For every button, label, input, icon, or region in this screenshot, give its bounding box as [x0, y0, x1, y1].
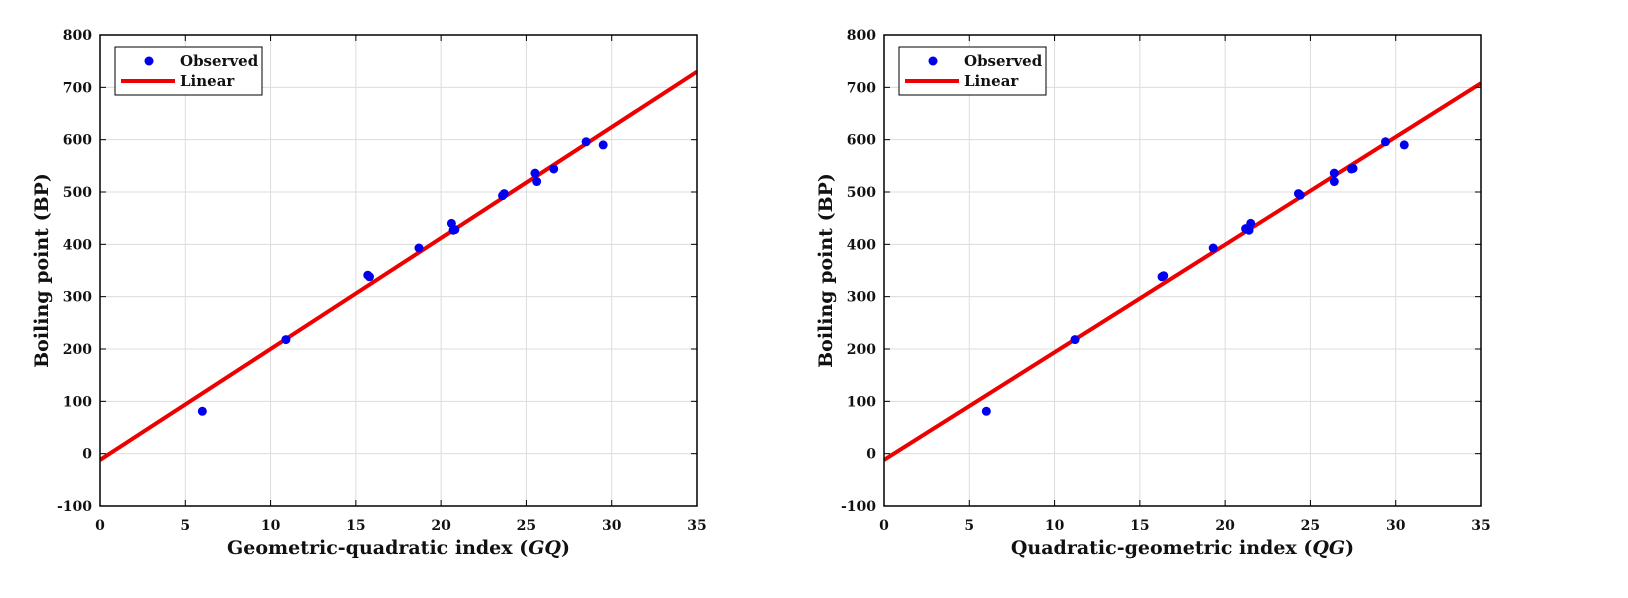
observed-point: [532, 177, 542, 187]
x-tick-label: 30: [1386, 518, 1406, 534]
observed-point: [1348, 163, 1358, 173]
observed-point: [1399, 140, 1409, 150]
linear-fit-line: [100, 69, 697, 462]
x-ticks-right: 0 5 10 15 20 25 30 35: [879, 35, 1491, 534]
legend-left: Observed Linear: [114, 46, 263, 96]
y-tick-label: 600: [63, 133, 92, 149]
observed-point: [1380, 137, 1390, 147]
points-right: [981, 137, 1409, 416]
x-tick-label: 20: [431, 518, 451, 534]
y-tick-label: 200: [63, 342, 92, 358]
y-tick-label: 400: [847, 237, 876, 253]
x-tick-label: 35: [1471, 518, 1490, 534]
y-ticks-right: -100 0 100 200 300 400 500 600 700 800: [841, 28, 1481, 515]
y-tick-label: 200: [847, 342, 876, 358]
fit-line-right: [884, 81, 1481, 462]
x-tick-label: 5: [180, 518, 190, 534]
y-axis-label-left: Boiling point (BP): [31, 173, 53, 368]
x-tick-label: 25: [517, 518, 536, 534]
fit-line-left: [100, 69, 697, 462]
legend-box-left: [114, 46, 263, 96]
observed-point: [530, 168, 540, 178]
y-tick-label: 600: [847, 133, 876, 149]
observed-point: [281, 335, 291, 345]
y-tick-label: 800: [847, 28, 876, 44]
observed-point: [1246, 218, 1256, 228]
observed-point: [581, 137, 591, 147]
legend-box-right: [898, 46, 1047, 96]
observed-point: [414, 243, 424, 253]
y-tick-label: 0: [866, 447, 876, 463]
legend-marker-observed-left: [144, 56, 154, 66]
legend-marker-observed-right: [928, 56, 938, 66]
x-tick-label: 30: [602, 518, 622, 534]
observed-point: [549, 164, 559, 174]
observed-point: [598, 140, 608, 150]
observed-point: [450, 225, 460, 235]
x-tick-label: 0: [879, 518, 889, 534]
x-axis-label-left: Geometric-quadratic index (GQ): [227, 537, 570, 559]
x-tick-label: 15: [346, 518, 365, 534]
x-tick-label: 10: [261, 518, 281, 534]
legend-label-linear-right: Linear: [964, 72, 1019, 90]
y-tick-label: 300: [847, 290, 876, 306]
y-tick-label: 300: [63, 290, 92, 306]
chart-left: 0 5 10 15 20 25 30 35 -100010020030040050060070…: [31, 28, 707, 559]
observed-point: [1295, 190, 1305, 200]
observed-point: [1070, 335, 1080, 345]
y-tick-label: 500: [63, 185, 92, 201]
points-left: [197, 137, 608, 416]
x-tick-label: 0: [95, 518, 105, 534]
observed-point: [1329, 177, 1339, 187]
x-tick-label: 5: [964, 518, 974, 534]
observed-point: [1244, 225, 1254, 235]
observed-point: [365, 272, 375, 282]
y-tick-label: 500: [847, 185, 876, 201]
legend-right: Observed Linear: [898, 46, 1047, 96]
y-tick-label: 700: [847, 80, 876, 96]
chart-right: 0 5 10 15 20 25 30 35 -100010020030040050060070…: [815, 28, 1491, 559]
legend-label-linear-left: Linear: [180, 72, 235, 90]
y-tick-label: 0: [82, 447, 92, 463]
observed-point: [1329, 168, 1339, 178]
x-ticks-left: 0 5 10 15 20 25 30 35: [95, 35, 707, 534]
x-tick-label: 10: [1045, 518, 1065, 534]
y-ticks-left: -100 0 100 200 300 400 500 600 700 800: [57, 28, 697, 515]
plot-frame-left: [99, 34, 698, 507]
x-tick-label: 25: [1301, 518, 1320, 534]
y-tick-label: 800: [63, 28, 92, 44]
linear-fit-line: [884, 81, 1481, 462]
observed-point: [1159, 271, 1169, 281]
observed-point: [1208, 243, 1218, 253]
y-axis-label-right: Boiling point (BP): [815, 173, 837, 368]
x-axis-label-right: Quadratic-geometric index (QG): [1011, 537, 1354, 559]
observed-point: [499, 189, 509, 199]
y-tick-label: 100: [63, 394, 92, 410]
grid-left: [99, 34, 698, 507]
y-tick-label: -100: [57, 499, 92, 515]
y-tick-label: 700: [63, 80, 92, 96]
observed-point: [197, 406, 207, 416]
x-tick-label: 15: [1130, 518, 1149, 534]
x-tick-label: 35: [687, 518, 706, 534]
legend-label-observed-left: Observed: [180, 52, 259, 70]
plot-frame-right: [883, 34, 1482, 507]
y-tick-label: 400: [63, 237, 92, 253]
legend-label-observed-right: Observed: [964, 52, 1043, 70]
y-tick-label: 100: [847, 394, 876, 410]
observed-point: [981, 406, 991, 416]
y-tick-label: -100: [841, 499, 876, 515]
x-tick-label: 20: [1215, 518, 1235, 534]
